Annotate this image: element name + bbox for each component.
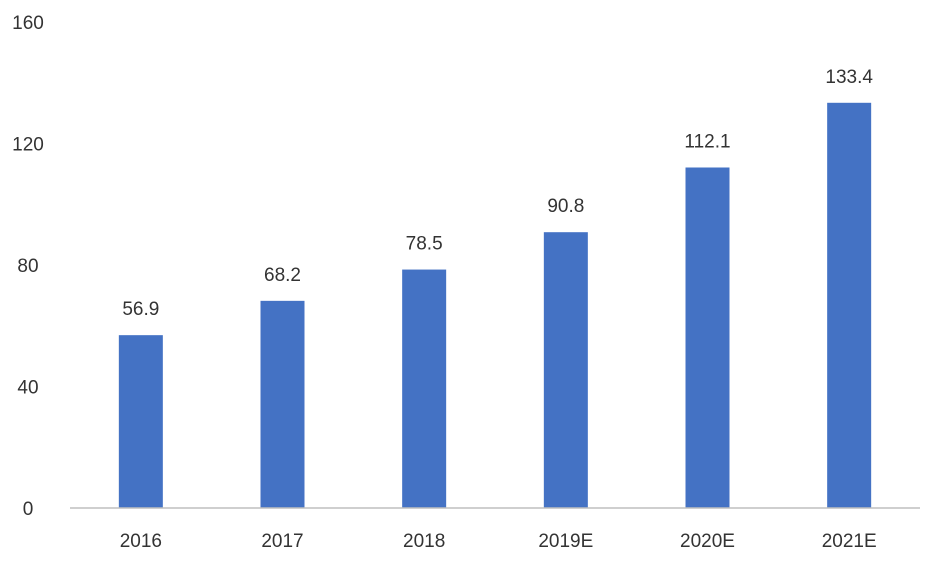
y-tick-label: 0 <box>23 499 34 520</box>
bar <box>543 232 588 508</box>
y-tick-label: 80 <box>17 256 38 277</box>
y-tick-label: 160 <box>12 13 44 34</box>
x-tick-label: 2017 <box>261 531 303 552</box>
data-labels: 56.9 68.2 78.5 90.8 112.1 133.4 <box>122 67 873 320</box>
x-tick-label: 2018 <box>403 531 445 552</box>
y-axis-tick-labels: 0 40 80 120 160 <box>12 13 44 520</box>
x-tick-label: 2016 <box>120 531 162 552</box>
bar <box>260 300 305 508</box>
data-label: 78.5 <box>406 234 443 255</box>
x-tick-label: 2021E <box>822 531 877 552</box>
data-label: 112.1 <box>684 131 730 152</box>
x-tick-label: 2020E <box>680 531 735 552</box>
data-label: 56.9 <box>122 299 159 320</box>
x-tick-label: 2019E <box>538 531 593 552</box>
y-tick-label: 40 <box>17 378 38 399</box>
bar <box>827 102 872 509</box>
data-label: 133.4 <box>825 67 873 88</box>
x-axis-tick-labels: 2016 2017 2018 2019E 2020E 2021E <box>120 531 877 552</box>
y-tick-label: 120 <box>12 135 44 156</box>
bar <box>685 167 730 508</box>
bars <box>118 102 872 509</box>
data-label: 90.8 <box>547 196 584 217</box>
bar <box>402 269 447 508</box>
bar <box>118 335 163 508</box>
data-label: 68.2 <box>264 265 301 286</box>
